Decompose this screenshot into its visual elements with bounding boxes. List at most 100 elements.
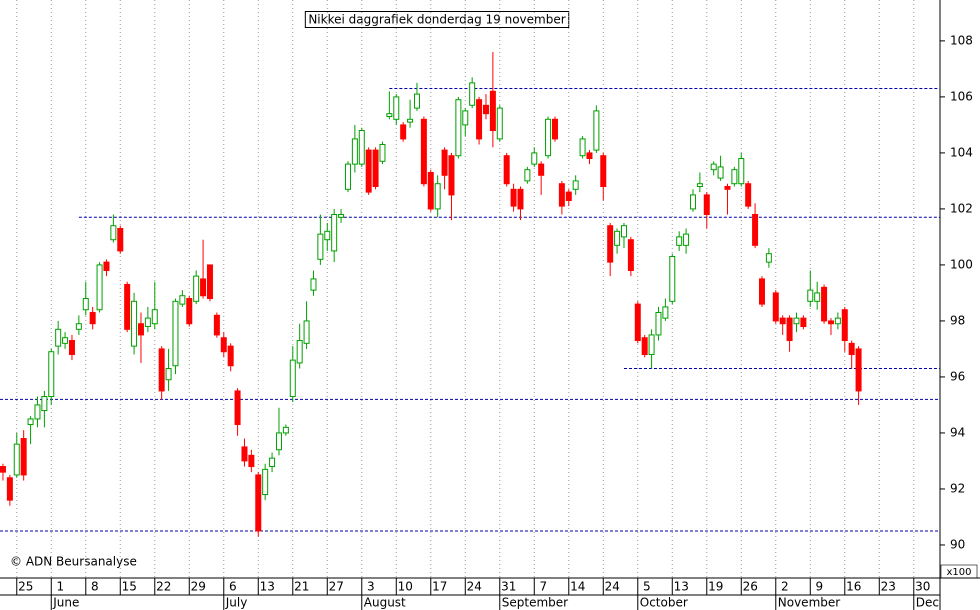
candle-body [117,228,124,252]
candle-body [517,188,524,210]
y-tick-label: 96 [950,369,965,383]
x-tick-label: 26 [743,580,758,594]
candle-body [289,359,296,398]
candle-body [296,340,303,364]
x-tick-label: 22 [156,580,171,594]
candle-body [545,118,552,157]
x-tick-label: 8 [91,580,99,594]
candle-body [710,163,717,171]
candle-body [269,457,276,468]
x-tick-label: 1 [56,580,64,594]
candle-body [641,337,648,356]
candle-body [827,320,834,325]
candle-body [275,432,282,451]
candle-body [158,348,165,392]
candle-body [510,188,517,207]
candle-body [372,149,379,188]
month-label: June [52,596,79,610]
candle-body [241,446,248,462]
candle-body [386,113,393,117]
candle-body [752,214,759,246]
candle-body [738,158,745,185]
candle-body [551,118,558,140]
candle-body [758,278,765,305]
candle-body [441,149,448,176]
x-tick-label: 10 [398,580,413,594]
x-tick-label: 13 [674,580,689,594]
candle-body [841,309,848,342]
candle-body [420,118,427,185]
candle-body [213,314,220,336]
y-tick-label: 106 [950,89,973,103]
month-label: August [364,596,406,610]
candle-body [455,99,462,157]
candle-body [489,90,496,131]
candle-body [255,474,262,532]
candle-body [82,298,89,311]
candle-body [696,183,703,188]
x-tick-label: 29 [191,580,206,594]
x-tick-label: 6 [229,580,237,594]
candle-body [524,169,531,182]
candle-body [206,264,213,300]
candle-body [772,292,779,322]
candle-body [655,312,662,336]
candle-body [413,93,420,109]
candle-body [607,225,614,263]
candle-body [855,348,862,392]
y-tick-label: 92 [950,481,965,495]
candle-body [703,194,710,216]
candle-body [579,138,586,157]
x-tick-label: 7 [539,580,547,594]
candle-body [634,303,641,342]
candle-body [565,191,572,202]
y-tick-label: 94 [950,425,965,439]
month-label: July [225,596,248,610]
candle-body [365,149,372,193]
candle-body [96,264,103,311]
credit: © ADN Beursanalyse [10,555,137,569]
y-tick-label: 90 [950,537,965,551]
candle-body [407,118,414,123]
y-tick-label: 108 [950,33,973,47]
title-box [304,11,570,28]
candle-body [717,166,724,179]
candle-body [393,96,400,120]
candle-body [344,163,351,190]
candle-body [786,317,793,342]
candle-body [807,289,814,302]
candle-body [469,82,476,106]
candle-body [165,368,172,381]
candle-body [482,104,489,115]
candle-body [793,317,800,325]
candle-body [558,183,565,207]
candle-body [151,309,158,325]
candle-body [6,477,13,501]
candle-body [745,183,752,207]
candle-body [669,256,676,302]
candle-body [324,230,331,241]
candle-body [648,334,655,356]
candle-body [0,466,6,473]
candle-body [765,253,772,263]
candle-body [400,124,407,140]
candle-body [448,155,455,196]
candle-body [227,345,234,367]
candle-body [200,278,207,297]
x-tick-label: 21 [294,580,309,594]
candle-body [731,169,738,185]
candle-body [338,214,345,218]
candle-body [496,107,503,140]
x-tick-label: 30 [915,580,930,594]
candle-body [103,261,110,272]
candle-body [683,233,690,246]
candle-body [834,317,841,325]
x-tick-label: 15 [122,580,137,594]
candle-body [110,225,117,241]
candle-body [317,233,324,260]
candle-body [572,180,579,190]
candle-body [351,138,358,165]
candle-body [13,443,20,476]
candle-body [262,468,269,496]
candle-body [821,286,828,322]
